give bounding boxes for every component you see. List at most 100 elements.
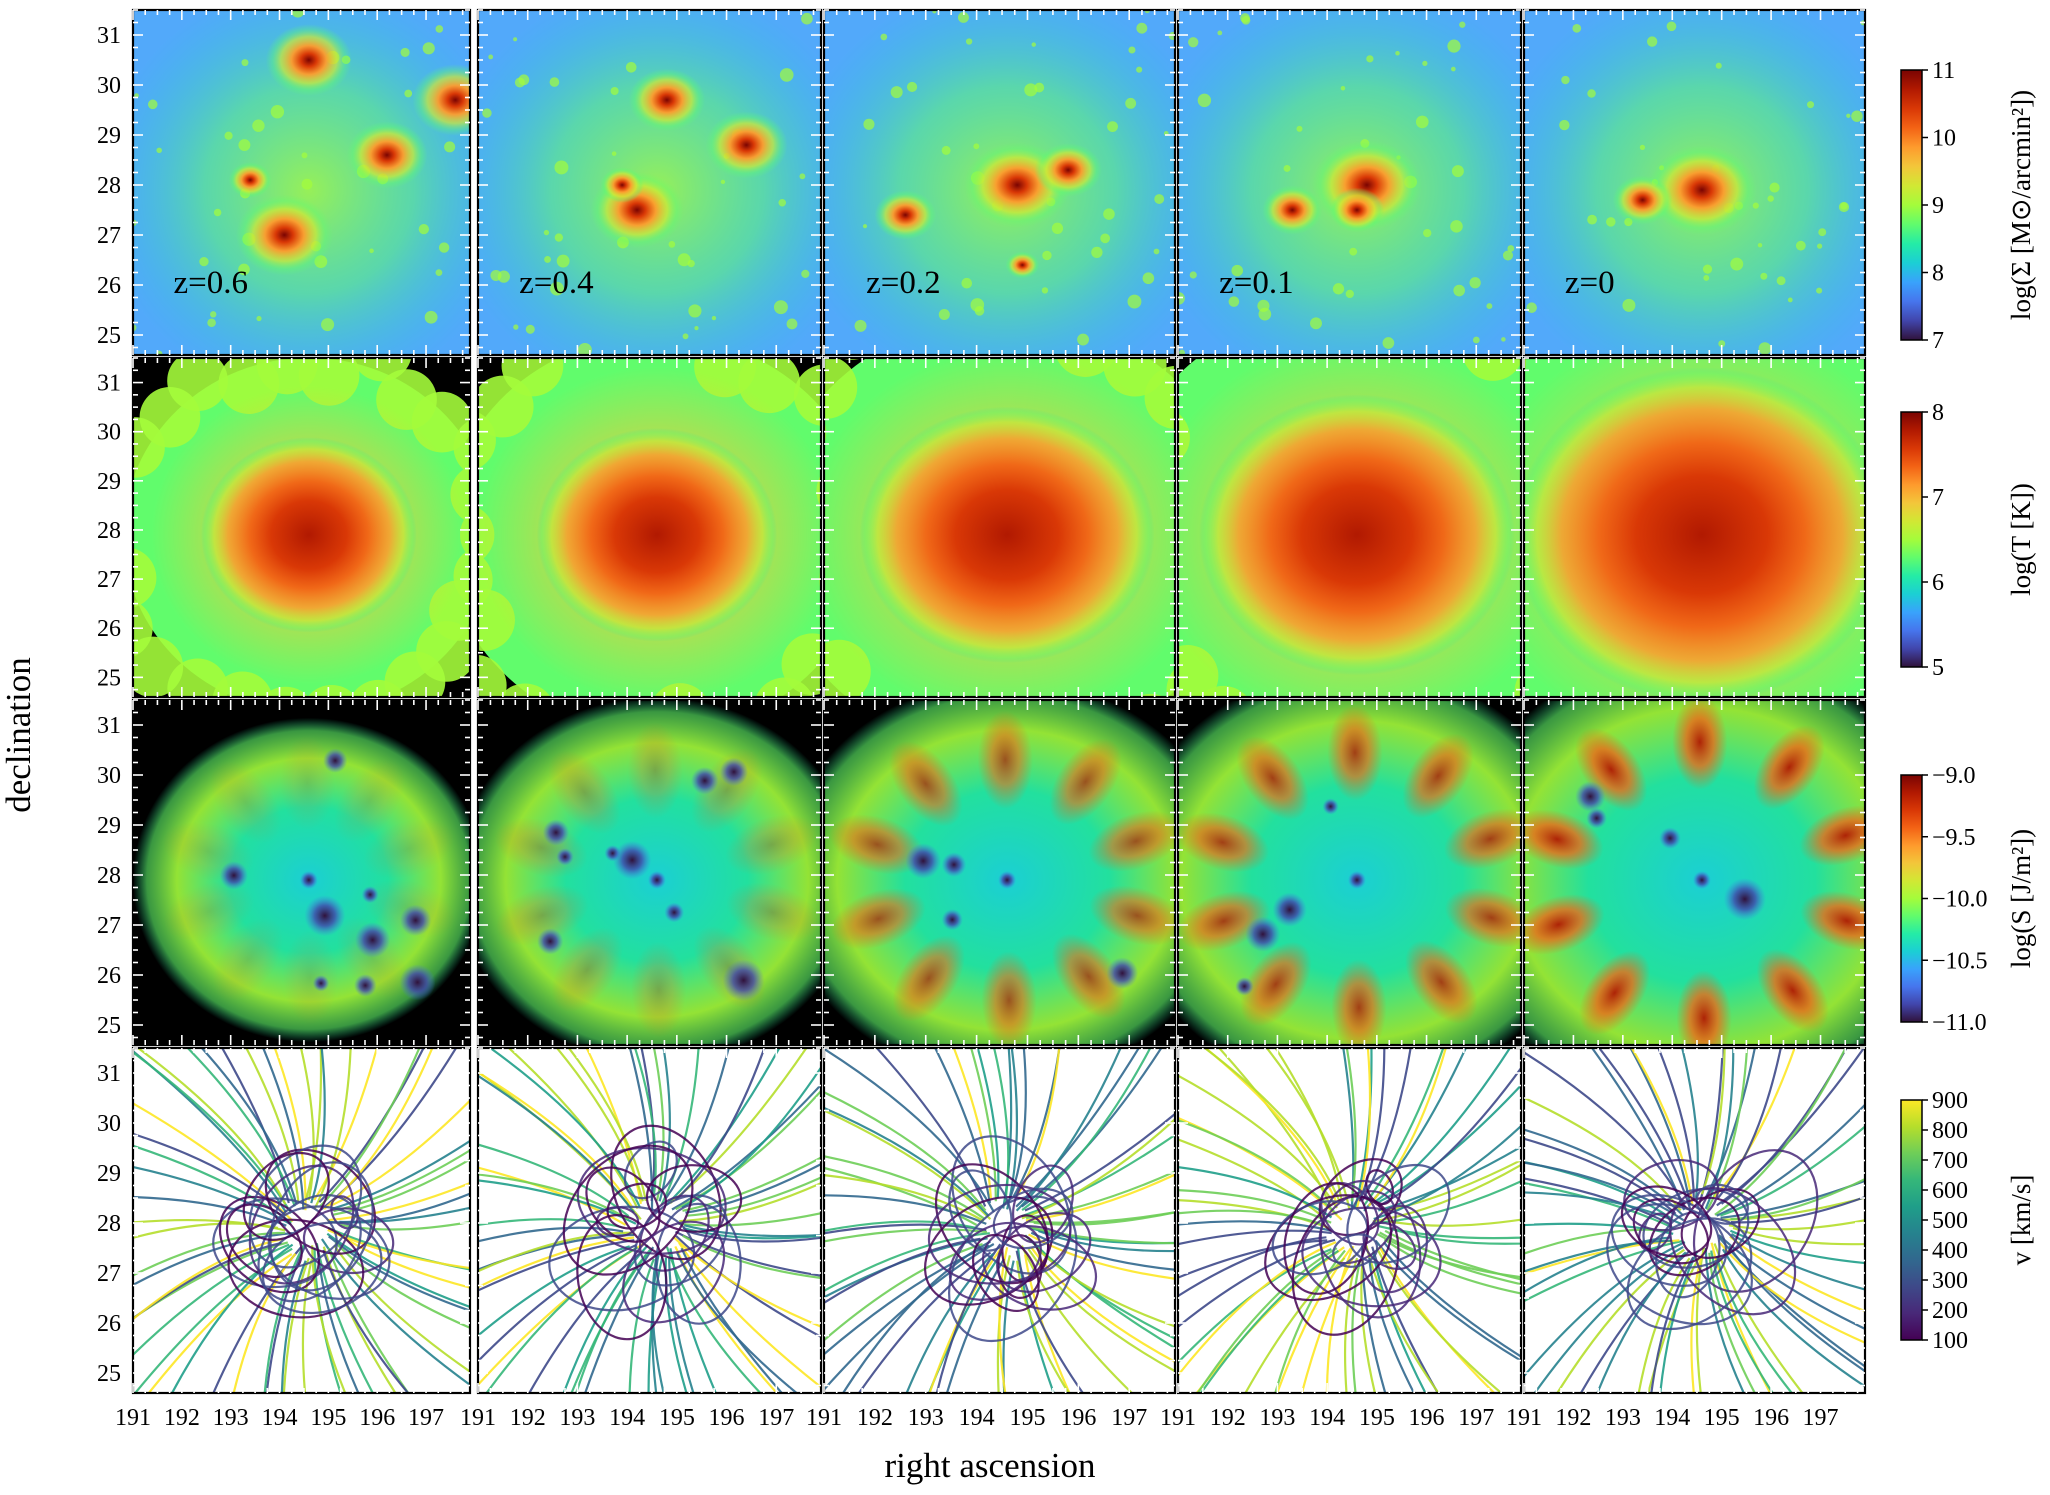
y-tick-label: 27 <box>97 1261 121 1287</box>
x-tick-label: 193 <box>908 1405 944 1431</box>
y-tick-label: 28 <box>97 173 121 199</box>
panel-frame <box>131 356 472 699</box>
colorbar-tick-label: 600 <box>1932 1178 1968 1204</box>
panel-frame <box>476 698 823 1047</box>
panel-frame <box>822 8 1177 357</box>
panel-frame <box>822 698 1177 1047</box>
x-tick-label: 196 <box>1753 1405 1789 1431</box>
colorbar-tick-label: 11 <box>1932 58 1955 84</box>
panel-surface-density-0: z=0.6 25 26 27 28 29 30 31 <box>97 8 472 357</box>
y-tick-label: 29 <box>97 469 121 495</box>
x-tick-label: 195 <box>659 1405 695 1431</box>
x-tick-label: 195 <box>1009 1405 1045 1431</box>
x-tick-label: 191 <box>460 1405 496 1431</box>
x-tick-label: 197 <box>758 1405 794 1431</box>
colorbar-tick-label: 5 <box>1932 655 1944 681</box>
colorbar-tick-label: 300 <box>1932 1268 1968 1294</box>
x-tick-label: 191 <box>806 1405 842 1431</box>
x-tick-label: 192 <box>1555 1405 1591 1431</box>
panel-velocity-streamlines-4: 191 192 193 194 195 196 197 <box>1506 1046 1867 1431</box>
colorbar-tick-label: 10 <box>1932 126 1956 152</box>
panel-surface-density-3: z=0.1 <box>1176 8 1523 357</box>
x-tick-label: 195 <box>310 1405 346 1431</box>
panel-entropy-1 <box>476 698 823 1047</box>
x-tick-label: 197 <box>1458 1405 1494 1431</box>
x-tick-label: 193 <box>559 1405 595 1431</box>
colorbar-tick-label: 8 <box>1932 400 1944 426</box>
colorbar-label: log(T [K]) <box>2006 483 2036 596</box>
colorbar-tick-label: −9.0 <box>1932 763 1976 789</box>
x-tick-label: 194 <box>1654 1405 1690 1431</box>
redshift-label: z=0.4 <box>519 265 594 301</box>
panel-frame <box>131 1046 472 1395</box>
x-tick-label: 194 <box>1309 1405 1345 1431</box>
x-tick-label: 196 <box>1409 1405 1445 1431</box>
panel-frame <box>476 8 823 357</box>
x-tick-label: 192 <box>857 1405 893 1431</box>
y-tick-label: 31 <box>97 1061 121 1087</box>
colorbar-tick-label: 900 <box>1932 1088 1968 1114</box>
x-tick-label: 197 <box>1803 1405 1839 1431</box>
x-tick-label: 192 <box>1210 1405 1246 1431</box>
y-tick-label: 30 <box>97 1111 121 1137</box>
y-tick-label: 28 <box>97 1211 121 1237</box>
y-tick-label: 28 <box>97 863 121 889</box>
colorbars: 7 8 9 10 11 log(Σ [M⊙/arcmin²]) 5 6 7 8 log(T [K])… <box>1900 58 2036 1354</box>
y-tick-label: 26 <box>97 1311 121 1337</box>
colorbar-tick-label: 7 <box>1932 485 1944 511</box>
y-tick-label: 27 <box>97 913 121 939</box>
y-tick-label: 25 <box>97 665 121 691</box>
colorbar-tick-label: 700 <box>1932 1148 1968 1174</box>
x-tick-label: 193 <box>1605 1405 1641 1431</box>
x-tick-label: 197 <box>1111 1405 1147 1431</box>
panel-surface-density-4: z=0 <box>1522 8 1867 357</box>
panel-frame <box>476 356 823 699</box>
y-tick-label: 28 <box>97 518 121 544</box>
panel-frame <box>1522 356 1867 699</box>
panel-temperature-2 <box>822 356 1177 699</box>
panel-surface-density-1: z=0.4 <box>476 8 823 357</box>
y-axis-label: declination <box>0 657 38 813</box>
colorbar-velocity-streamlines: 100 200 300 400 500 600 700 800 900 v [km/s] <box>1900 1088 2036 1354</box>
colorbar-surface-density: 7 8 9 10 11 log(Σ [M⊙/arcmin²]) <box>1900 58 2036 354</box>
colorbar-temperature: 5 6 7 8 log(T [K]) <box>1900 400 2036 681</box>
y-tick-label: 31 <box>97 371 121 397</box>
redshift-label: z=0 <box>1565 265 1615 301</box>
y-tick-label: 30 <box>97 763 121 789</box>
y-tick-label: 29 <box>97 1161 121 1187</box>
y-tick-label: 26 <box>97 616 121 642</box>
panel-entropy-4 <box>1522 698 1867 1047</box>
panel-frame <box>1176 8 1523 357</box>
colorbar-tick-label: 200 <box>1932 1298 1968 1324</box>
colorbar-tick-label: 800 <box>1932 1118 1968 1144</box>
panel-temperature-0: 25 26 27 28 29 30 31 <box>97 356 472 699</box>
x-tick-label: 191 <box>115 1405 151 1431</box>
redshift-label: z=0.1 <box>1219 265 1294 301</box>
colorbar-label: log(Σ [M⊙/arcmin²]) <box>2006 90 2036 320</box>
redshift-label: z=0.2 <box>866 265 941 301</box>
colorbar-label: log(S [J/m²]) <box>2006 829 2036 968</box>
panel-frame <box>1522 1046 1867 1395</box>
colorbar-entropy: −11.0 −10.5 −10.0 −9.5 −9.0 log(S [J/m²]) <box>1900 763 2036 1036</box>
panel-entropy-0: 25 26 27 28 29 30 31 <box>97 698 472 1047</box>
colorbar-tick-label: −9.5 <box>1932 825 1976 851</box>
x-tick-label: 195 <box>1704 1405 1740 1431</box>
colorbar-label: v [km/s] <box>2006 1175 2036 1266</box>
x-tick-label: 192 <box>510 1405 546 1431</box>
panel-frame <box>476 1046 823 1395</box>
panel-entropy-3 <box>1176 698 1523 1047</box>
x-axis-label: right ascension <box>885 1446 1096 1485</box>
x-tick-label: 191 <box>1160 1405 1196 1431</box>
y-tick-label: 30 <box>97 420 121 446</box>
panel-velocity-streamlines-1: 191 192 193 194 195 196 197 <box>460 1046 823 1431</box>
colorbar-tick-label: 6 <box>1932 570 1944 596</box>
panel-frame <box>822 356 1177 699</box>
colorbar-tick-label: −10.0 <box>1932 887 1988 913</box>
panel-frame <box>822 1046 1177 1395</box>
y-tick-label: 26 <box>97 273 121 299</box>
colorbar-tick-label: 7 <box>1932 328 1944 354</box>
panel-entropy-2 <box>822 698 1177 1047</box>
x-tick-label: 193 <box>1259 1405 1295 1431</box>
panel-frame <box>1176 698 1523 1047</box>
x-tick-label: 194 <box>609 1405 645 1431</box>
